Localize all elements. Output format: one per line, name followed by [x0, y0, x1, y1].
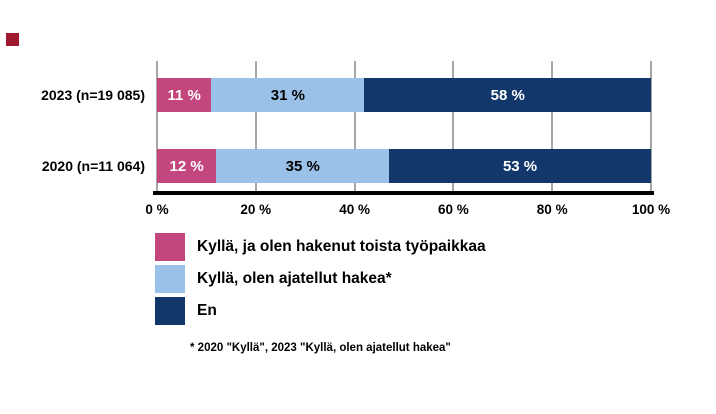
x-tick-label: 100 % [631, 202, 671, 217]
category-label: 2023 (n=19 085) [41, 87, 145, 103]
bar-segment: 31 % [211, 78, 365, 112]
segment-value-label: 58 % [490, 86, 525, 104]
x-tick-label: 60 % [438, 202, 469, 217]
gridline [156, 61, 158, 191]
x-tick-label: 80 % [536, 202, 568, 217]
legend-item-label: Kyllä, ja olen hakenut toista työpaikkaa [197, 238, 486, 255]
x-tick-label: 40 % [339, 202, 370, 217]
legend-item: Kyllä, olen ajatellut hakea* [155, 265, 486, 293]
bar-segment: 35 % [216, 149, 390, 183]
legend-item-label: Kyllä, olen ajatellut hakea* [197, 270, 392, 287]
bar-segment: 53 % [389, 149, 651, 183]
segment-value-label: 11 % [167, 86, 201, 104]
logo-mark [6, 33, 19, 46]
gridline [452, 61, 455, 191]
bar-segment: 11 % [157, 78, 212, 112]
gridline [254, 61, 257, 191]
segment-value-label: 35 % [285, 157, 320, 175]
x-tick-label: 0 % [145, 202, 169, 217]
segment-value-label: 53 % [502, 157, 538, 175]
legend-swatch [155, 265, 185, 293]
legend-item: Kyllä, ja olen hakenut toista työpaikkaa [155, 233, 486, 261]
gridline [551, 61, 554, 191]
footnote: * 2020 "Kyllä", 2023 "Kyllä, olen ajatel… [190, 342, 451, 354]
legend-swatch [155, 297, 185, 325]
segment-value-label: 31 % [270, 86, 305, 104]
legend: Kyllä, ja olen hakenut toista työpaikkaa… [155, 233, 486, 329]
legend-item-label: En [197, 302, 217, 319]
bar-segment: 58 % [364, 78, 651, 112]
bar-segment: 12 % [157, 149, 217, 183]
legend-item: En [155, 297, 486, 325]
bar-row: 11 % 31 % 58 % [157, 78, 651, 112]
category-labels: 2023 (n=19 085) 2020 (n=11 064) [0, 61, 151, 191]
gridline [650, 61, 652, 191]
segment-value-label: 12 % [169, 157, 204, 175]
x-axis-ticks: 0 % 20 % 40 % 60 % 80 % 100 % [145, 202, 670, 220]
x-axis-line [153, 191, 654, 195]
legend-swatch [155, 233, 185, 261]
bar-row: 12 % 35 % 53 % [157, 149, 651, 183]
category-label: 2020 (n=11 064) [41, 158, 145, 174]
gridline [353, 61, 356, 191]
plot-area: 11 % 31 % 58 % 12 % 35 % 53 % [156, 61, 652, 191]
x-tick-label: 20 % [240, 202, 272, 217]
